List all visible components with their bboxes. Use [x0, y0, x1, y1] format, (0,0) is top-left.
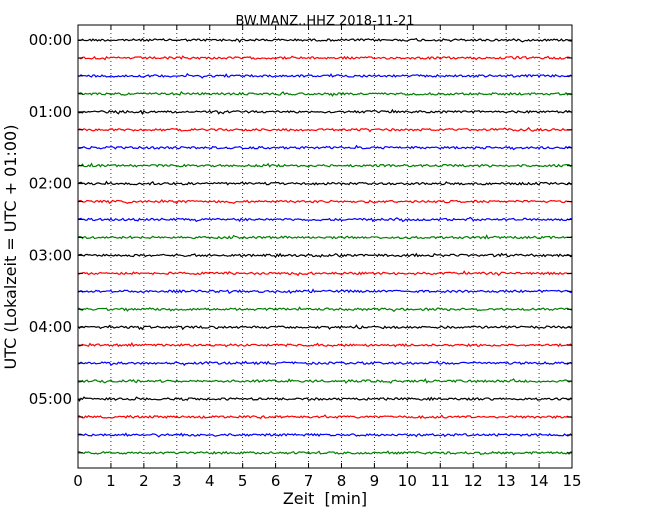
traces	[77, 37, 573, 456]
trace-row	[77, 55, 573, 61]
x-tick-label: 7	[304, 472, 314, 490]
x-tick-label: 0	[73, 472, 83, 490]
y-tick-label: 04:00	[29, 318, 72, 336]
x-tick-label: 3	[172, 472, 182, 490]
x-tick-label: 4	[205, 472, 215, 490]
trace-row	[77, 144, 573, 151]
x-tick-label: 8	[337, 472, 347, 490]
trace-row	[77, 108, 573, 116]
trace-row	[77, 288, 573, 295]
trace-row	[77, 377, 573, 384]
x-tick-label: 5	[238, 472, 248, 490]
trace-row	[77, 126, 573, 133]
y-tick-label: 00:00	[29, 31, 72, 49]
trace-row	[77, 342, 573, 348]
trace-row	[77, 198, 573, 205]
trace-row	[77, 216, 573, 223]
trace-row	[77, 91, 573, 97]
trace-row	[77, 162, 573, 168]
trace-row	[77, 396, 573, 402]
trace-row	[77, 450, 573, 456]
grid	[110, 25, 540, 468]
trace-row	[77, 432, 573, 438]
trace-row	[77, 72, 573, 79]
x-axis-label: Zeit [min]	[283, 489, 367, 508]
trace-row	[77, 306, 573, 313]
x-tick-label: 1	[106, 472, 116, 490]
trace-row	[77, 270, 573, 277]
x-tick-label: 11	[431, 472, 450, 490]
x-tick-label: 6	[271, 472, 281, 490]
trace-row	[77, 252, 573, 259]
y-tick-label: 01:00	[29, 103, 72, 121]
chart-title: BW.MANZ..HHZ 2018-11-21	[235, 14, 414, 29]
y-axis: 00:00 01:00 02:00 03:00 04:00 05:00	[29, 31, 572, 454]
x-tick-label: 10	[398, 472, 417, 490]
y-axis-label: UTC (Lokalzeit = UTC + 01:00)	[1, 125, 20, 370]
x-tick-label: 2	[139, 472, 149, 490]
trace-row	[77, 37, 573, 44]
x-tick-label: 9	[370, 472, 380, 490]
x-tick-label: 15	[562, 472, 581, 490]
x-tick-label: 12	[464, 472, 483, 490]
trace-row	[77, 180, 573, 186]
x-tick-label: 13	[497, 472, 516, 490]
trace-row	[77, 234, 573, 240]
y-tick-label: 02:00	[29, 175, 72, 193]
trace-row	[77, 324, 573, 331]
x-axis: 0 1 2 3 4 5 6 7 8 9 10 11 12 13 14 15	[73, 25, 582, 490]
trace-row	[77, 360, 573, 367]
plot-frame	[77, 24, 573, 469]
y-tick-label: 05:00	[29, 390, 72, 408]
x-tick-label: 14	[530, 472, 549, 490]
y-tick-label: 03:00	[29, 246, 72, 264]
trace-row	[77, 414, 573, 420]
